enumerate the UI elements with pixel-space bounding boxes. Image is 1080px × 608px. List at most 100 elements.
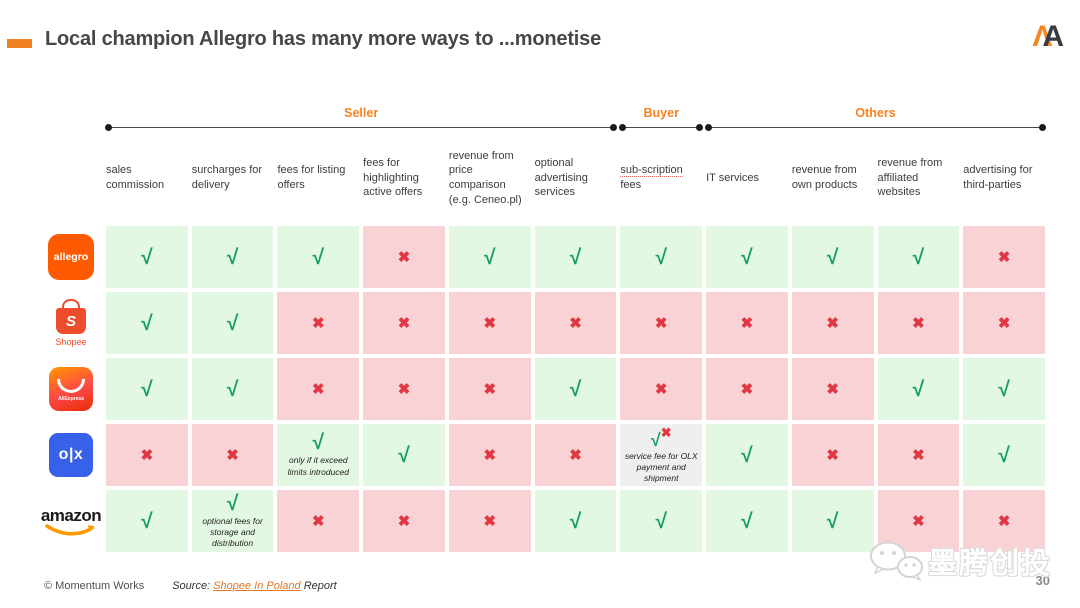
check-icon: √ xyxy=(312,431,325,455)
logo-glyph-left: Λ xyxy=(1032,20,1053,53)
cross-icon: ✖ xyxy=(654,380,668,398)
amazon-logo-icon: amazon xyxy=(41,507,102,536)
column-header-label: fees for highlighting active offers xyxy=(363,157,423,199)
table-cell: ✖ xyxy=(277,292,360,354)
check-icon: √ xyxy=(226,311,239,335)
column-header: revenue from own products xyxy=(792,134,874,222)
cross-icon: ✖ xyxy=(654,314,668,332)
column-header: advertising for third-parties xyxy=(963,134,1045,222)
platform-logo-aliexpress: AliExpress xyxy=(40,358,102,420)
check-icon: √ xyxy=(312,245,325,269)
table-cell: √ xyxy=(791,226,874,288)
column-header: sub-scription fees xyxy=(620,134,702,222)
cross-icon: ✖ xyxy=(397,314,411,332)
check-icon: √ xyxy=(141,311,153,335)
table-cell: √ xyxy=(191,358,274,420)
table-cell: √ ✖ service fee for OLX payment and shipme… xyxy=(620,424,703,486)
column-header-label: optional advertising services xyxy=(534,157,588,199)
table-cell: ✖ xyxy=(620,292,703,354)
table-cell: ✖ xyxy=(963,292,1045,354)
cross-icon: ✖ xyxy=(397,248,411,266)
logo-glyph-right: A xyxy=(1042,20,1064,53)
check-icon: √ xyxy=(141,377,153,401)
column-header: fees for listing offers xyxy=(277,134,359,222)
table-cell: √ xyxy=(963,358,1045,420)
cross-icon: ✖ xyxy=(483,512,497,530)
table-cell: √ xyxy=(877,358,960,420)
wechat-icon xyxy=(869,541,923,582)
aliexpress-smile-icon xyxy=(57,378,85,393)
cross-icon: ✖ xyxy=(826,380,839,398)
check-icon: √ xyxy=(912,245,925,269)
table-cell: √ xyxy=(620,226,703,288)
source-link[interactable]: Shopee In Poland xyxy=(213,580,301,592)
column-header: optional advertising services xyxy=(535,134,617,222)
table-cell: √ xyxy=(534,226,617,288)
check-icon: √ xyxy=(484,245,496,269)
table-cell: ✖ xyxy=(363,358,445,420)
table-cell: √ xyxy=(363,424,445,486)
table-cell: ✖ xyxy=(363,292,445,354)
title-dash-icon xyxy=(7,39,32,48)
column-header: sales commission xyxy=(106,134,188,222)
check-icon: √ xyxy=(569,509,582,533)
table-cell: √ xyxy=(877,226,960,288)
check-icon: √ xyxy=(655,245,667,269)
cross-icon: ✖ xyxy=(483,314,497,332)
table-cell: √ xyxy=(963,424,1045,486)
column-header-label: fees for listing offers xyxy=(277,164,346,191)
platform-logo-shopee: S Shopee xyxy=(40,292,102,354)
table-cell: ✖ xyxy=(448,490,531,552)
table-cell: ✖ xyxy=(963,490,1045,552)
cell-note: only if it exceed limits introduced xyxy=(287,455,350,477)
table-cell: √ xyxy=(791,490,874,552)
cross-icon: ✖ xyxy=(912,314,925,332)
table-cell: √ only if it exceed limits introduced xyxy=(277,424,360,486)
page-title: Local champion Allegro has many more way… xyxy=(45,28,601,50)
column-header: revenue from affiliated websites xyxy=(878,134,960,222)
group-bracket-line xyxy=(619,123,703,131)
group-bracket-line xyxy=(705,123,1046,131)
table-cell: ✖ xyxy=(534,292,617,354)
cross-icon: ✖ xyxy=(483,380,497,398)
column-group-label: Seller xyxy=(344,106,379,120)
table-cell: ✖ xyxy=(706,358,788,420)
olx-logo-icon: o|x xyxy=(49,433,93,477)
cross-icon: ✖ xyxy=(483,446,497,464)
platform-logo-amazon: amazon xyxy=(40,490,102,552)
table-cell: ✖ xyxy=(363,226,445,288)
column-header-label: surcharges for delivery xyxy=(191,164,263,191)
cross-icon: ✖ xyxy=(826,314,839,332)
cross-icon: ✖ xyxy=(569,314,582,332)
table-cell: ✖ xyxy=(791,292,874,354)
check-icon: √ xyxy=(226,491,239,515)
cross-icon: ✖ xyxy=(912,512,925,530)
copyright-text: © Momentum Works xyxy=(44,580,145,592)
cross-icon: ✖ xyxy=(397,380,411,398)
table-cell: √ xyxy=(448,226,531,288)
column-header-label: advertising for third-parties xyxy=(963,164,1033,191)
cross-icon: ✖ xyxy=(312,380,325,398)
column-group-seller: Seller xyxy=(104,96,618,131)
table-cell: √ xyxy=(191,292,274,354)
table-cell: ✖ xyxy=(277,358,360,420)
platform-logo-allegro: allegro xyxy=(40,226,102,288)
table-cell: √ optional fees for storage and distribut… xyxy=(191,490,274,552)
check-icon: √ xyxy=(398,443,410,467)
table-cell: √ xyxy=(106,490,188,552)
column-header-label: revenue from price comparison (e.g. Cene… xyxy=(448,149,522,206)
aliexpress-logo-label: AliExpress xyxy=(58,395,84,402)
source-prefix: Source: xyxy=(172,580,214,592)
check-icon: √ xyxy=(741,509,753,533)
column-header: fees for highlighting active offers xyxy=(363,134,445,222)
table-cell: ✖ xyxy=(277,490,360,552)
page-number: 30 xyxy=(1035,573,1050,588)
check-icon: √ xyxy=(826,509,839,533)
slide-footer: © Momentum Works Source: Shopee In Polan… xyxy=(44,580,337,592)
shopee-bag-icon: S xyxy=(56,308,86,334)
cross-icon: ✖ xyxy=(740,380,754,398)
column-header-label: revenue from own products xyxy=(791,164,858,191)
column-header: IT services xyxy=(706,134,788,222)
source-suffix: Report xyxy=(300,580,337,592)
cell-note: optional fees for storage and distributi… xyxy=(202,515,263,549)
